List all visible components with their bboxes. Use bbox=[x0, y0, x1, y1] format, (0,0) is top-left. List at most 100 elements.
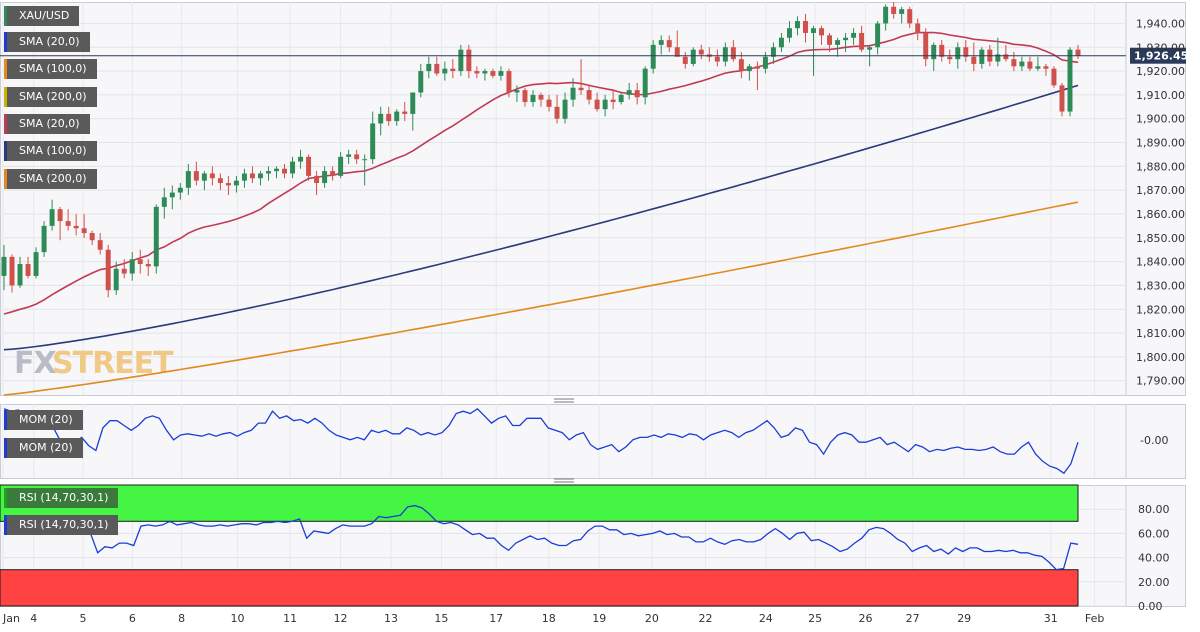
candle-body bbox=[9, 256, 15, 286]
candle-body bbox=[522, 90, 528, 103]
price-tick-label: 1,930.00 bbox=[1136, 41, 1185, 54]
legend-sma-item[interactable]: SMA (20,0) bbox=[4, 32, 90, 52]
candle-body bbox=[514, 90, 520, 93]
candle-body bbox=[402, 111, 408, 114]
candle-body bbox=[73, 225, 79, 229]
price-tick-label: 1,910.00 bbox=[1136, 89, 1185, 102]
candle-body bbox=[827, 35, 833, 45]
candle-body bbox=[658, 40, 664, 45]
candle-body bbox=[346, 154, 352, 157]
candle-body bbox=[899, 9, 905, 14]
candle-body bbox=[770, 47, 776, 57]
candle-body bbox=[666, 40, 672, 48]
candle-body bbox=[1035, 66, 1041, 69]
legend-mom-item[interactable]: MOM (20) bbox=[4, 438, 83, 458]
candle-body bbox=[1067, 49, 1073, 112]
candles bbox=[1, 2, 1081, 298]
rsi-tick-label: 40.00 bbox=[1138, 552, 1170, 565]
candle-body bbox=[650, 44, 656, 69]
legend-sma-item[interactable]: SMA (20,0) bbox=[4, 113, 90, 134]
legend-sma-item[interactable]: SMA (200,0) bbox=[4, 86, 97, 107]
candle-body bbox=[378, 113, 384, 124]
candle-body bbox=[1011, 59, 1017, 67]
candle-body bbox=[923, 32, 929, 60]
candle-body bbox=[193, 171, 199, 181]
candle-body bbox=[883, 6, 889, 24]
candle-body bbox=[859, 32, 865, 50]
fxstreet-logo: FX STREET bbox=[14, 346, 175, 381]
candle-body bbox=[778, 37, 784, 48]
price-tick-label: 1,900.00 bbox=[1136, 113, 1185, 126]
sma-20-line bbox=[3, 31, 1079, 315]
logo-street: STREET bbox=[52, 346, 174, 381]
candle-body bbox=[185, 171, 191, 188]
time-tick-label: 13 bbox=[384, 612, 398, 625]
candle-body bbox=[482, 71, 488, 74]
candle-body bbox=[129, 259, 135, 274]
legend-rsi-item[interactable]: RSI (14,70,30,1) bbox=[4, 515, 119, 535]
candle-body bbox=[1043, 66, 1049, 69]
candle-body bbox=[714, 56, 720, 62]
price-axis: 1,790.00 1,800.00 1,810.00 1,820.00 1,830.00… bbox=[1136, 17, 1185, 613]
candle-body bbox=[137, 259, 143, 264]
candle-body bbox=[17, 264, 23, 286]
candle-body bbox=[554, 106, 560, 119]
candle-body bbox=[330, 171, 336, 176]
candle-body bbox=[274, 168, 279, 172]
candle-body bbox=[121, 268, 127, 274]
time-tick-label: 31 bbox=[1044, 612, 1058, 625]
rsi-overbought-zone bbox=[0, 484, 1079, 522]
candle-body bbox=[209, 173, 215, 179]
time-tick-label: 20 bbox=[645, 612, 659, 625]
candle-body bbox=[738, 59, 744, 72]
price-tick-label: 1,830.00 bbox=[1136, 279, 1185, 292]
price-tick-label: 1,800.00 bbox=[1136, 351, 1185, 364]
candle-body bbox=[506, 71, 512, 93]
candle-body bbox=[113, 268, 119, 291]
candle-body bbox=[803, 21, 808, 33]
candle-body bbox=[730, 47, 736, 60]
time-tick-label: 25 bbox=[808, 612, 822, 625]
candle-body bbox=[282, 168, 288, 174]
price-tick-label: 1,860.00 bbox=[1136, 208, 1185, 221]
candle-body bbox=[298, 156, 304, 162]
legend-sma-item[interactable]: SMA (100,0) bbox=[4, 141, 97, 162]
candle-body bbox=[1019, 61, 1025, 67]
time-tick-label: 10 bbox=[231, 612, 245, 625]
candle-body bbox=[290, 161, 296, 174]
time-tick-label: 6 bbox=[129, 612, 136, 625]
candle-body bbox=[410, 92, 416, 114]
candle-body bbox=[161, 197, 167, 207]
price-tick-label: 1,870.00 bbox=[1136, 184, 1185, 197]
time-tick-label: 15 bbox=[434, 612, 448, 625]
candle-body bbox=[682, 56, 688, 64]
candle-body bbox=[594, 99, 600, 110]
legend-sma-item[interactable]: SMA (200,0) bbox=[4, 168, 97, 189]
price-tick-label: 1,790.00 bbox=[1136, 375, 1185, 388]
time-tick-label: 26 bbox=[859, 612, 873, 625]
legend-symbol[interactable]: XAU/USD bbox=[4, 6, 80, 26]
rsi-line bbox=[3, 504, 1079, 571]
candle-body bbox=[907, 9, 913, 24]
price-tick-label: 1,850.00 bbox=[1136, 232, 1185, 245]
panel-splitters[interactable] bbox=[554, 398, 574, 483]
legend-mom-item[interactable]: MOM (20) bbox=[4, 410, 83, 430]
candle-body bbox=[971, 56, 977, 64]
legend-rsi-item[interactable]: RSI (14,70,30,1) bbox=[4, 488, 119, 508]
candle-body bbox=[249, 173, 255, 179]
time-tick-label: 27 bbox=[906, 612, 920, 625]
current-price-line: 1,926.45 bbox=[0, 47, 1188, 64]
candle-body bbox=[963, 47, 969, 57]
time-tick-label: 17 bbox=[489, 612, 503, 625]
candle-body bbox=[939, 44, 945, 57]
candle-body bbox=[241, 173, 247, 181]
candle-body bbox=[843, 37, 849, 41]
price-tick-label: 1,940.00 bbox=[1136, 17, 1185, 30]
candle-body bbox=[25, 264, 31, 276]
legend-sma-item[interactable]: SMA (100,0) bbox=[4, 59, 97, 80]
candle-body bbox=[394, 111, 400, 122]
time-tick-label: 18 bbox=[542, 612, 556, 625]
candle-body bbox=[851, 32, 857, 38]
candle-body bbox=[610, 99, 616, 103]
candle-body bbox=[65, 221, 71, 226]
